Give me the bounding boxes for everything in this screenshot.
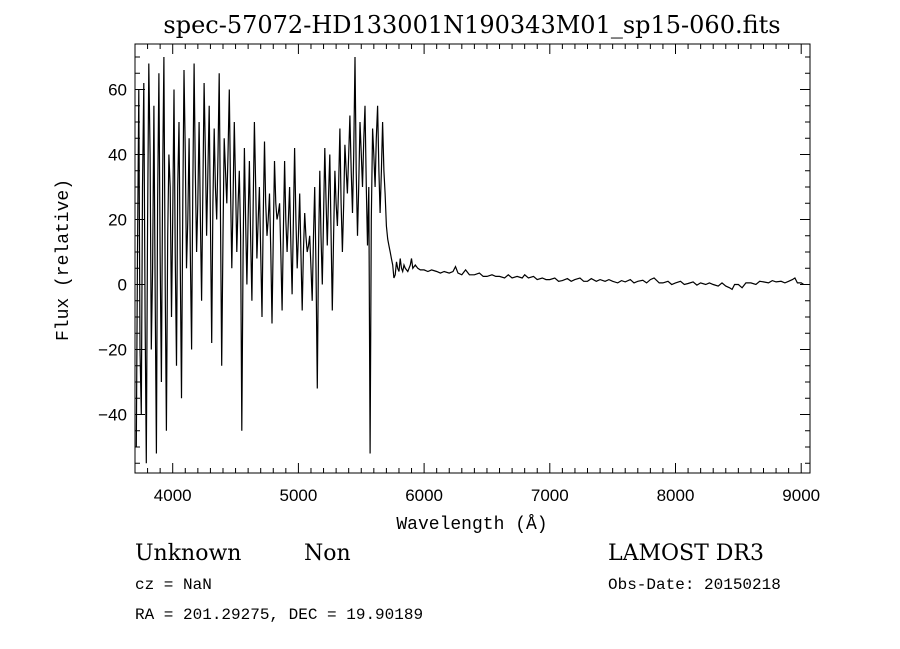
flux-series [135,56,805,464]
ra-dec: RA = 201.29275, DEC = 19.90189 [135,606,423,624]
chart-title: spec-57072-HD133001N190343M01_sp15-060.f… [163,11,780,39]
y-tick-label: 20 [108,211,127,230]
y-tick-label: 0 [118,276,127,295]
x-tick-label: 6000 [405,486,443,505]
x-axis-label: Wavelength (Å) [396,514,547,535]
plot-frame [134,43,811,474]
survey-name: LAMOST DR3 [608,541,764,566]
x-tick-label: 7000 [531,486,569,505]
x-tick-labels: 4000 5000 6000 7000 8000 9000 [154,486,820,505]
x-tick-label: 4000 [154,486,192,505]
x-tick-label: 9000 [782,486,820,505]
y-axis-label: Flux (relative) [54,179,74,341]
series-line-flux [135,56,805,464]
redshift-cz: cz = NaN [135,576,212,594]
axis-ticks [135,44,810,473]
y-tick-label: 40 [108,146,127,165]
x-tick-label: 8000 [657,486,695,505]
y-tick-label: 60 [108,81,127,100]
x-tick-label: 5000 [279,486,317,505]
y-tick-labels: −40 −20 0 20 40 60 [98,81,127,425]
obs-date: Obs-Date: 20150218 [608,576,781,594]
y-tick-label: −40 [98,406,127,425]
y-tick-label: −20 [98,341,127,360]
object-class: Unknown [135,541,241,566]
object-subclass: Non [304,541,351,566]
